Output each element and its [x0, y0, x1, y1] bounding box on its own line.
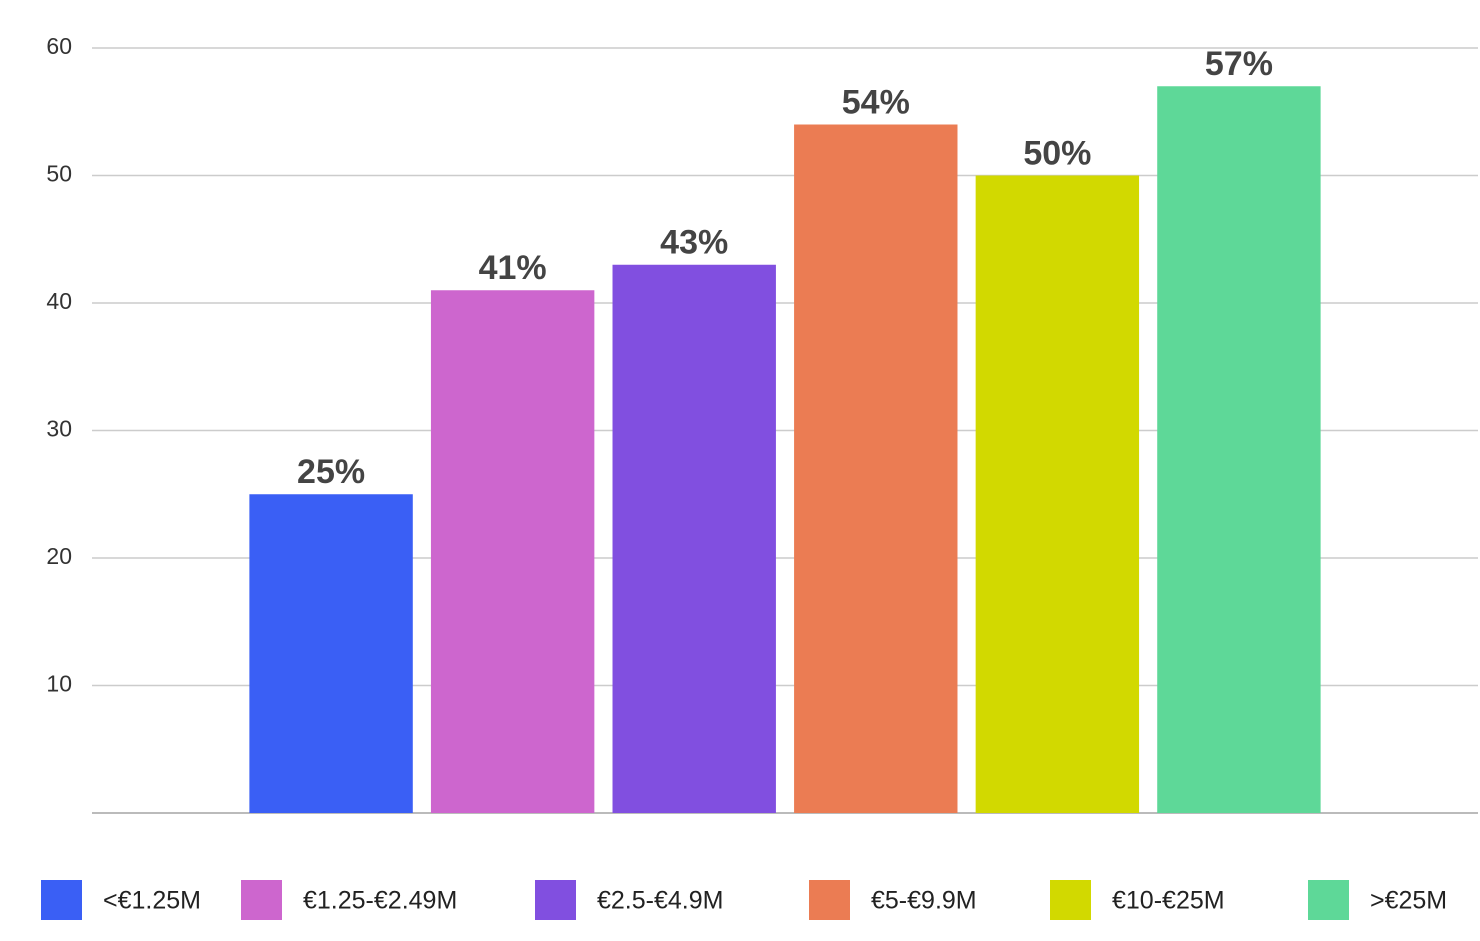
y-tick-label: 50 [46, 161, 72, 187]
y-tick-label: 10 [46, 671, 72, 697]
bar [430, 290, 595, 813]
bar [612, 264, 776, 813]
legend-label: €1.25-€2.49M [303, 887, 457, 915]
bar [794, 124, 958, 813]
legend-label: €10-€25M [1112, 887, 1225, 915]
legend-swatch [41, 880, 82, 920]
legend-label: €5-€9.9M [871, 887, 977, 915]
bar [249, 494, 413, 813]
y-tick-label: 30 [46, 416, 72, 442]
legend-swatch [809, 880, 850, 920]
bar [1157, 86, 1321, 813]
y-tick-label: 40 [46, 288, 72, 314]
legend-label: <€1.25M [103, 887, 201, 915]
y-tick-label: 60 [46, 33, 72, 59]
y-tick-label: 20 [46, 543, 72, 569]
legend-swatch [1308, 880, 1349, 920]
value-label: 43% [660, 224, 728, 262]
legend-swatch [1050, 880, 1091, 920]
legend-swatch [241, 880, 282, 920]
value-label: 54% [842, 83, 910, 121]
value-label: 25% [297, 453, 365, 491]
bar [975, 175, 1140, 813]
value-label: 50% [1023, 134, 1091, 172]
legend-label: >€25M [1370, 887, 1447, 915]
value-label: 57% [1205, 45, 1273, 83]
legend-swatch [535, 880, 576, 920]
value-label: 41% [479, 249, 547, 287]
legend-label: €2.5-€4.9M [597, 887, 723, 915]
